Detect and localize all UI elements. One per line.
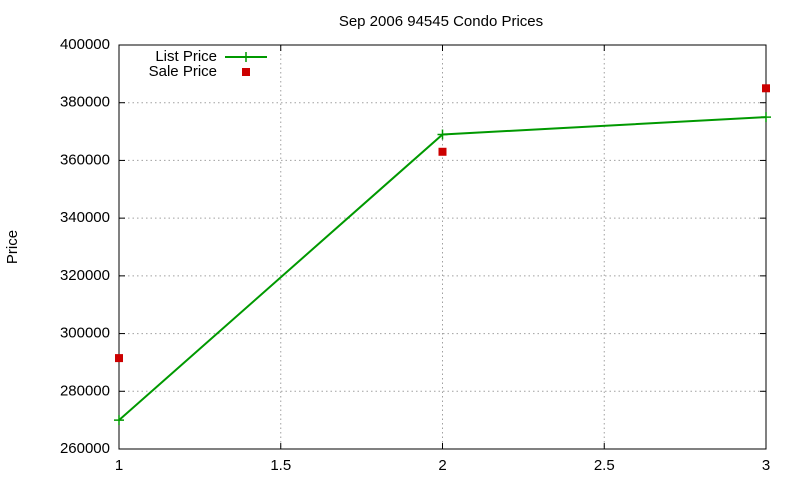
x-tick-label: 2: [438, 457, 446, 474]
x-tick-label: 1.5: [270, 457, 291, 474]
grid: [119, 45, 766, 449]
chart-title: Sep 2006 94545 Condo Prices: [339, 13, 543, 30]
x-tick-label: 2.5: [594, 457, 615, 474]
legend-label: List Price: [155, 48, 217, 65]
sale-price-point: [762, 84, 770, 93]
legend-list-price-marker: [241, 52, 251, 62]
y-tick-label: 300000: [60, 325, 110, 342]
x-tick-label: 1: [115, 457, 123, 474]
list-price-point: [761, 112, 771, 123]
axis-ticks: 260000 280000 300000 320000 340000 360000 3800…: [60, 36, 770, 474]
y-tick-label: 380000: [60, 94, 110, 111]
y-tick-label: 320000: [60, 267, 110, 284]
legend-label: Sale Price: [149, 63, 217, 80]
legend-sale-price-marker: [242, 68, 250, 76]
sale-price-point: [438, 147, 447, 156]
y-tick-label: 340000: [60, 209, 110, 226]
series: [114, 84, 771, 426]
y-tick-label: 280000: [60, 382, 110, 399]
y-axis-label: Price: [4, 230, 21, 264]
y-tick-label: 360000: [60, 151, 110, 168]
y-tick-label: 400000: [60, 36, 110, 53]
sale-price-point: [115, 354, 123, 363]
plot-frame: [118, 44, 767, 450]
list-price-point: [114, 415, 124, 426]
y-tick-label: 260000: [60, 440, 110, 457]
list-price-point: [437, 129, 448, 140]
x-tick-label: 3: [762, 457, 770, 474]
